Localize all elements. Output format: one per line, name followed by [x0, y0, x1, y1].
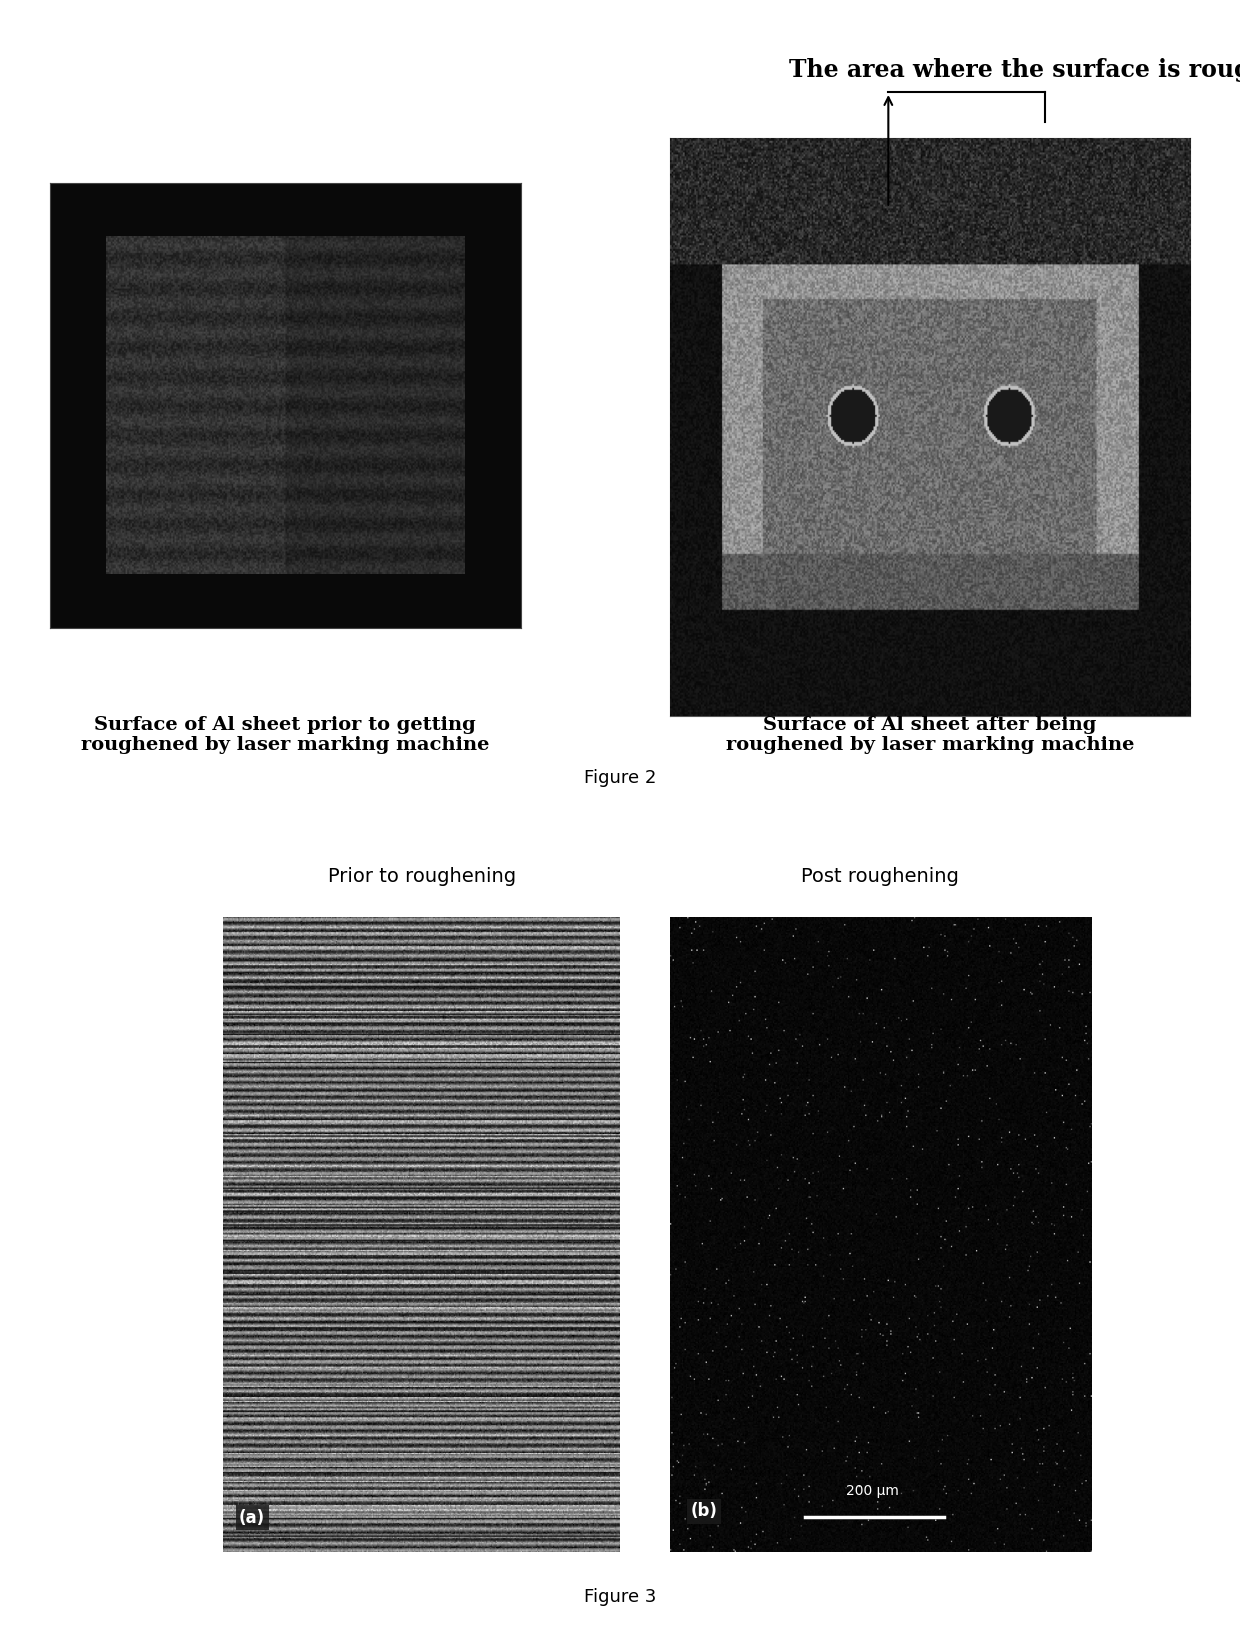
- Text: 200 μm: 200 μm: [846, 1484, 899, 1499]
- Text: Figure 2: Figure 2: [584, 769, 656, 787]
- Text: Prior to roughening: Prior to roughening: [327, 868, 516, 886]
- Text: Surface of Al sheet after being
roughened by laser marking machine: Surface of Al sheet after being roughene…: [725, 715, 1135, 754]
- Text: Surface of Al sheet prior to getting
roughened by laser marking machine: Surface of Al sheet prior to getting rou…: [81, 715, 490, 754]
- Text: (a): (a): [239, 1509, 265, 1527]
- Text: (b): (b): [691, 1502, 718, 1520]
- Text: Figure 3: Figure 3: [584, 1588, 656, 1606]
- Text: The area where the surface is roughened: The area where the surface is roughened: [789, 58, 1240, 82]
- Text: Post roughening: Post roughening: [801, 868, 960, 886]
